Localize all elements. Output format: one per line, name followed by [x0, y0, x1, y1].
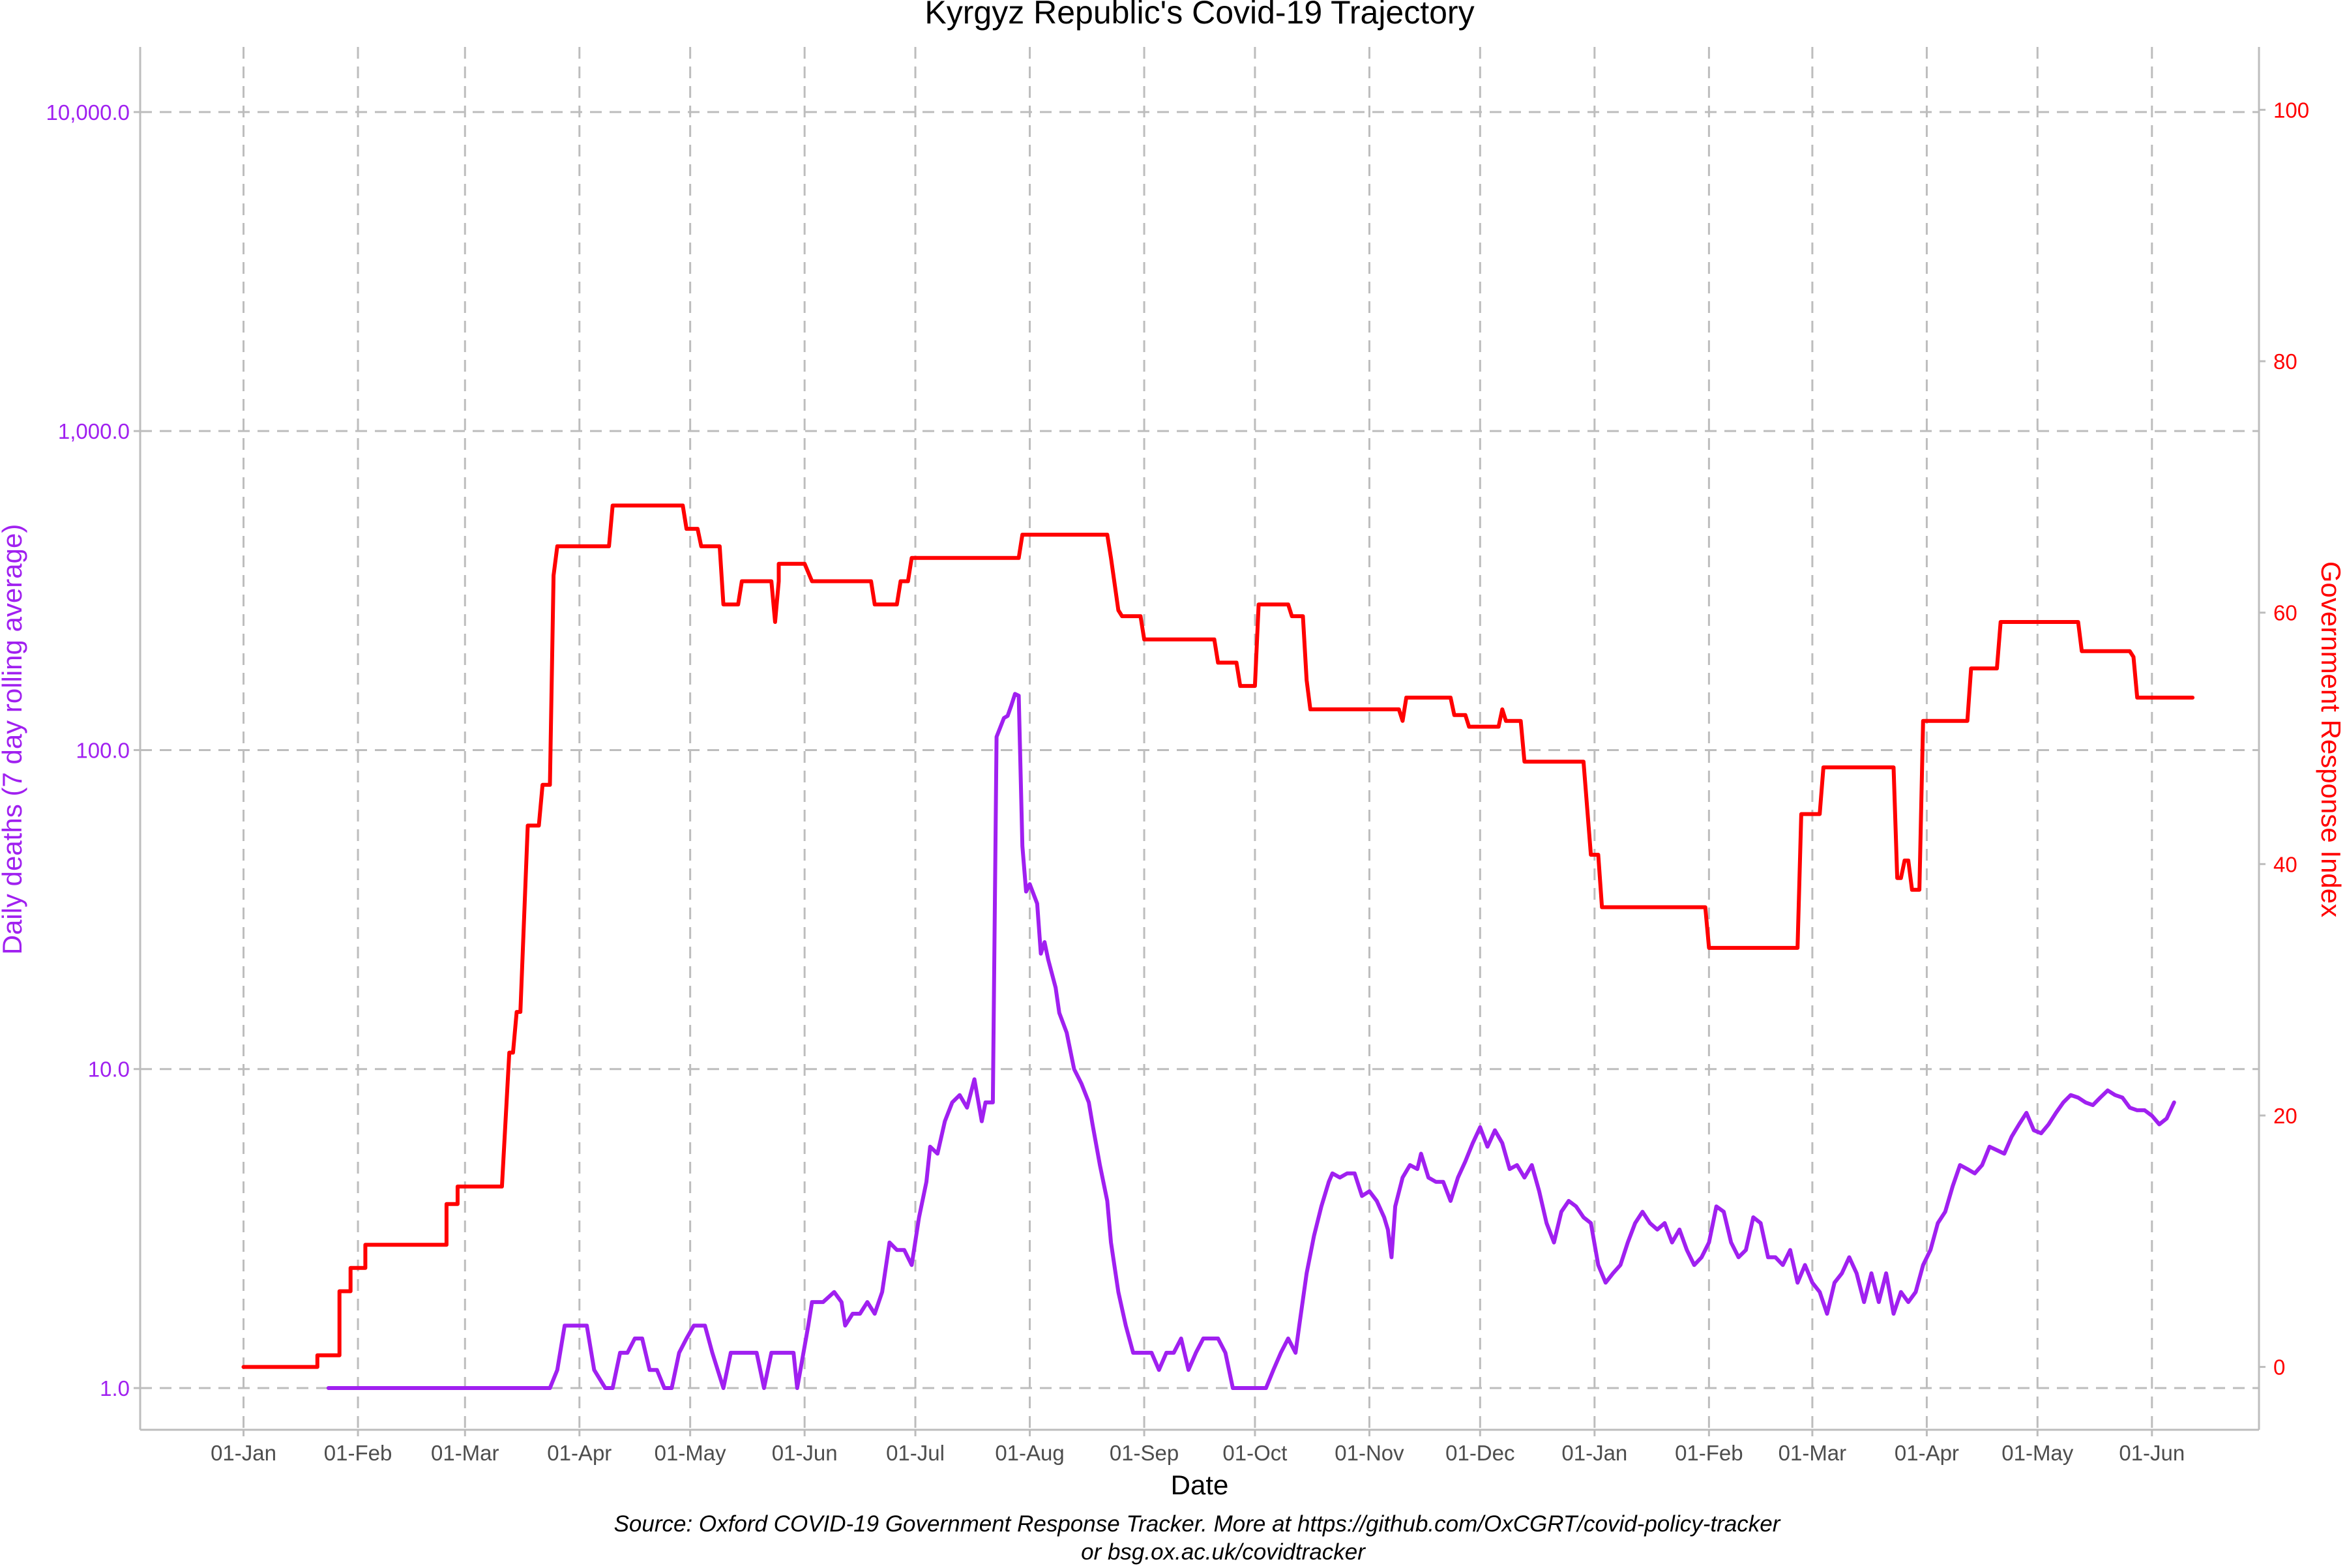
y-right-tick-label: 80: [2273, 349, 2297, 374]
y-left-tick-label: 10,000.0: [46, 100, 130, 125]
x-tick-label: 01-Dec: [1445, 1441, 1514, 1465]
x-tick-label: 01-Jan: [211, 1441, 276, 1465]
x-tick-label: 01-Jul: [886, 1441, 945, 1465]
y-right-tick-label: 100: [2273, 98, 2309, 122]
y-left-tick-label: 1.0: [100, 1376, 130, 1400]
series-line-deaths: [326, 692, 2176, 1390]
caption-line-1: Source: Oxford COVID-19 Government Respo…: [614, 1511, 1781, 1537]
axes: 1.0 10.0 100.0 1,000.0 10,000.0 0 20 40 60 80 100 0…: [46, 47, 2309, 1465]
chart-title: Kyrgyz Republic's Covid-19 Trajectory: [924, 0, 1474, 31]
y-right-tick-label: 20: [2273, 1104, 2297, 1128]
y-right-tick-label: 0: [2273, 1355, 2285, 1380]
x-tick-label: 01-Mar: [431, 1441, 499, 1465]
y-right-axis-title: Government Response Index: [2316, 561, 2346, 917]
x-tick-label: 01-Nov: [1335, 1441, 1404, 1465]
grid: [140, 47, 2259, 1430]
y-right-tick-label: 40: [2273, 852, 2297, 876]
x-tick-label: 01-May: [655, 1441, 727, 1465]
y-right-tick-label: 60: [2273, 601, 2297, 625]
x-tick-label: 01-Jun: [2119, 1441, 2185, 1465]
x-tick-label: 01-Oct: [1222, 1441, 1287, 1465]
x-tick-label: 01-Mar: [1779, 1441, 1847, 1465]
series-line-response-index: [241, 503, 2195, 1369]
x-tick-label: 01-Jun: [772, 1441, 838, 1465]
y-left-tick-label: 100.0: [76, 738, 130, 762]
x-tick-label: 01-Aug: [995, 1441, 1064, 1465]
y-left-axis-title: Daily deaths (7 day rolling average): [0, 524, 27, 955]
y-left-tick-label: 10.0: [88, 1058, 130, 1082]
x-tick-label: 01-Feb: [324, 1441, 392, 1465]
x-tick-label: 01-May: [2001, 1441, 2074, 1465]
x-tick-label: 01-Apr: [547, 1441, 612, 1465]
caption-line-2: or bsg.ox.ac.uk/covidtracker: [1081, 1539, 1366, 1565]
x-tick-label: 01-Feb: [1675, 1441, 1743, 1465]
y-left-tick-label: 1,000.0: [58, 419, 130, 443]
x-axis-title: Date: [1171, 1470, 1229, 1500]
x-tick-label: 01-Apr: [1895, 1441, 1959, 1465]
series-layer: [241, 503, 2195, 1390]
x-tick-label: 01-Sep: [1110, 1441, 1179, 1465]
x-tick-label: 01-Jan: [1561, 1441, 1627, 1465]
